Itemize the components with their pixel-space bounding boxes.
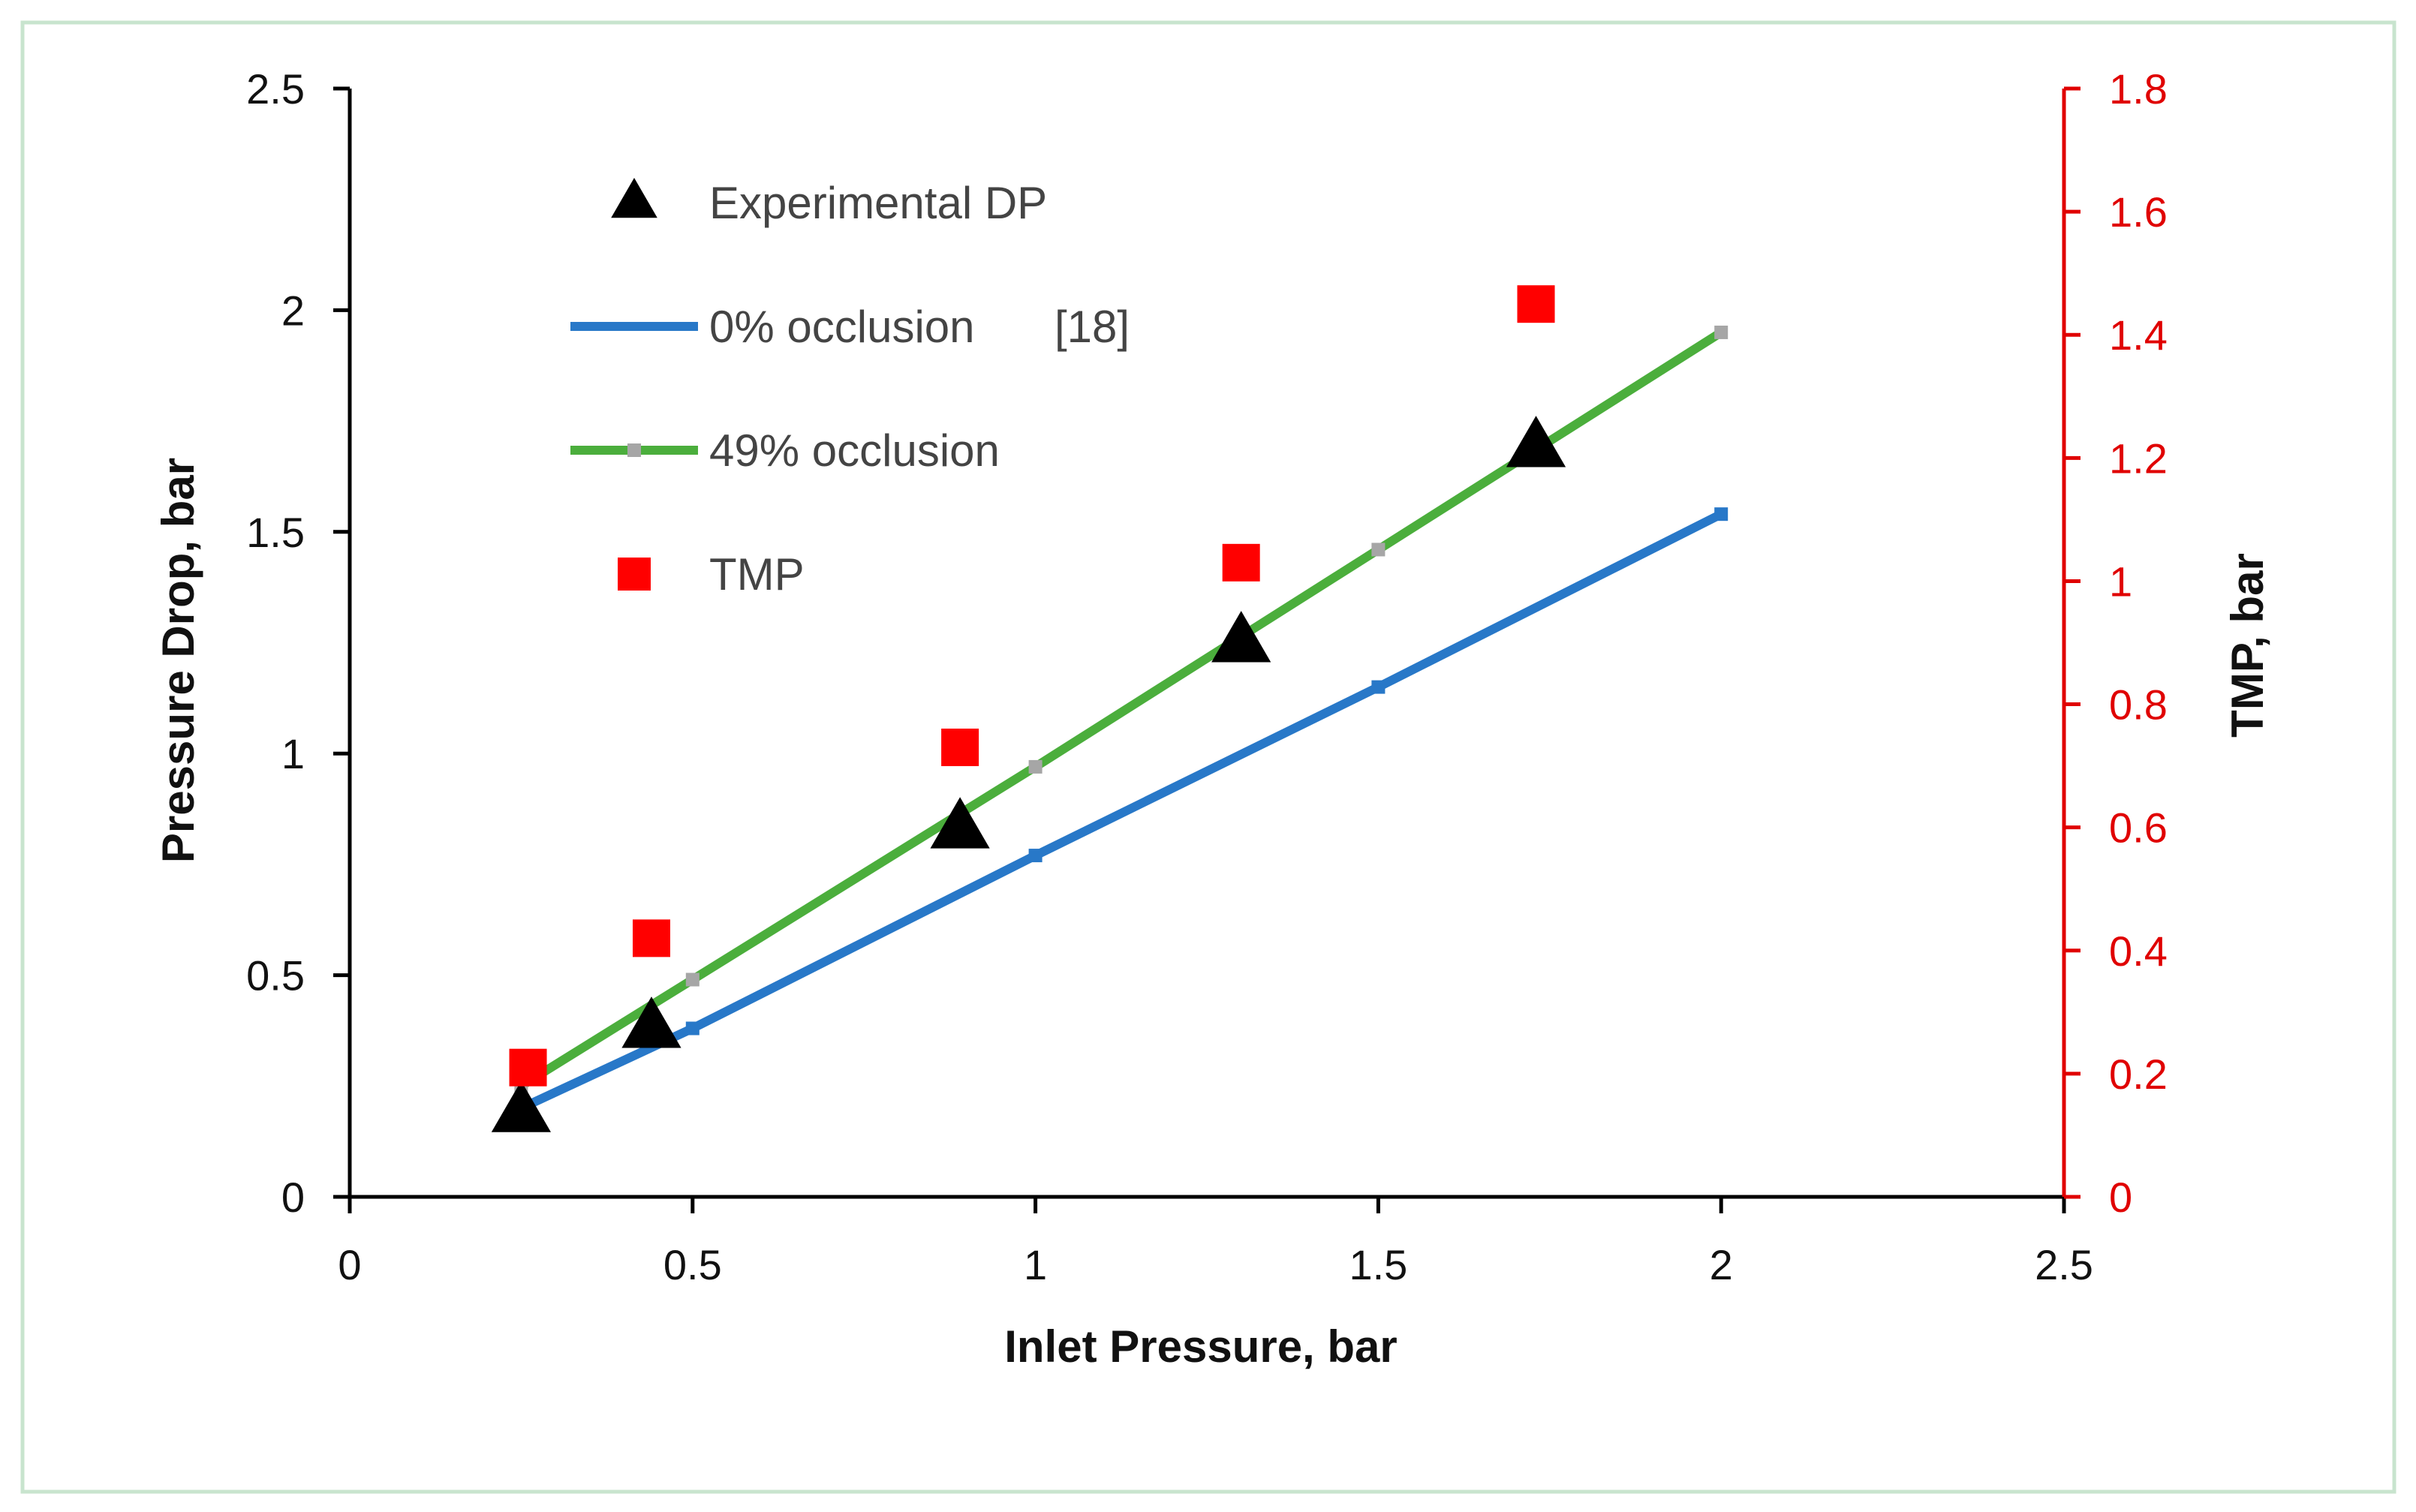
y-right-tick-label: 1.2: [2109, 434, 2168, 482]
data-point-experimental-dp: [491, 1081, 551, 1132]
x-tick-label: 1: [1024, 1241, 1047, 1288]
axes: 0 0.5 1 1.5 2 2.5 0 0.5 1 1.5 2 2.5 0 0.2 0.4 0.6 0.8 1 1.…: [246, 65, 2168, 1288]
y-right-tick-label: 1.8: [2109, 65, 2168, 113]
data-point-tmp: [1517, 285, 1555, 323]
y-right-tick-label: 0: [2109, 1174, 2132, 1221]
legend-label-49pct-occlusion: 49% occlusion: [709, 425, 1000, 476]
x-tick-label: 1.5: [1349, 1241, 1407, 1288]
data-point-0pct-occlusion: [1028, 849, 1043, 863]
data-point-0pct-occlusion: [685, 1021, 700, 1036]
y-axis-right-title: TMP, bar: [2222, 553, 2273, 738]
x-tick-label: 0: [338, 1241, 361, 1288]
y-left-tick-label: 1: [281, 730, 305, 777]
data-point-tmp: [632, 919, 670, 957]
legend-label-0pct-occlusion: 0% occlusion: [709, 302, 975, 352]
series-layer: [491, 285, 1729, 1132]
x-axis-title: Inlet Pressure, bar: [1004, 1321, 1398, 1372]
y-right-tick-label: 1.6: [2109, 188, 2168, 236]
data-point-0pct-occlusion: [1714, 507, 1729, 522]
y-left-tick-label: 2: [281, 287, 305, 334]
data-point-experimental-dp: [1506, 416, 1566, 467]
y-right-tick-label: 0.8: [2109, 681, 2168, 729]
y-left-tick-label: 1.5: [246, 509, 305, 556]
legend-reference-0pct-occlusion: [18]: [1055, 302, 1130, 352]
legend-label-tmp: TMP: [709, 549, 805, 600]
data-point-experimental-dp: [1211, 611, 1271, 663]
y-left-tick-label: 0.5: [246, 952, 305, 999]
x-tick-label: 2: [1710, 1241, 1733, 1288]
data-point-tmp: [509, 1048, 547, 1087]
data-point-tmp: [1222, 543, 1260, 582]
x-tick-label: 0.5: [663, 1241, 722, 1288]
y-left-tick-label: 2.5: [246, 65, 305, 113]
outer-frame: [20, 20, 2396, 1494]
data-point-49pct-occlusion: [1714, 325, 1729, 339]
x-tick-label: 2.5: [2035, 1241, 2093, 1288]
data-point-49pct-occlusion: [1371, 543, 1386, 557]
data-point-experimental-dp: [930, 797, 990, 849]
y-left-tick-label: 0: [281, 1174, 305, 1221]
y-right-tick-label: 0.6: [2109, 804, 2168, 852]
data-point-49pct-occlusion: [1028, 759, 1043, 774]
y-right-tick-label: 0.2: [2109, 1051, 2168, 1098]
legend-symbol-experimental-dp: [611, 178, 657, 218]
legend-label-experimental-dp: Experimental DP: [709, 178, 1047, 228]
data-point-0pct-occlusion: [1371, 680, 1386, 694]
legend-marker-49pct-occlusion: [627, 443, 641, 457]
legend-symbol-tmp: [618, 558, 651, 591]
y-right-tick-label: 1: [2109, 558, 2132, 605]
y-right-tick-label: 1.4: [2109, 311, 2168, 359]
legend: Experimental DP 0% occlusion [18] 49% occlu…: [570, 178, 1130, 600]
data-point-experimental-dp: [621, 996, 681, 1048]
y-axis-left-title: Pressure Drop, bar: [153, 458, 203, 863]
y-right-tick-label: 0.4: [2109, 927, 2168, 975]
data-point-tmp: [941, 728, 979, 766]
data-point-49pct-occlusion: [685, 972, 700, 987]
